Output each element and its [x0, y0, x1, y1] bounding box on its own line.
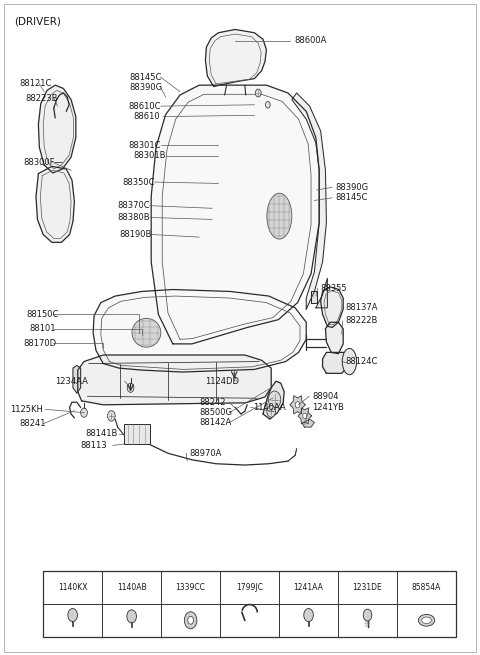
- Text: 88222B: 88222B: [346, 316, 378, 326]
- Bar: [124, 424, 150, 444]
- Text: 85854A: 85854A: [412, 583, 441, 592]
- Circle shape: [127, 383, 134, 392]
- Polygon shape: [302, 419, 314, 427]
- Text: 88600A: 88600A: [294, 36, 326, 45]
- Text: 1140AA: 1140AA: [253, 403, 286, 412]
- Circle shape: [108, 411, 115, 421]
- Ellipse shape: [267, 193, 292, 239]
- Circle shape: [363, 609, 372, 621]
- Polygon shape: [38, 85, 76, 173]
- Text: 1231DE: 1231DE: [353, 583, 383, 592]
- Text: 1140KX: 1140KX: [58, 583, 87, 592]
- Text: 88137A: 88137A: [346, 303, 378, 312]
- Polygon shape: [323, 352, 348, 373]
- Polygon shape: [151, 85, 319, 344]
- Text: 88380B: 88380B: [118, 213, 150, 222]
- Polygon shape: [205, 29, 266, 86]
- Circle shape: [268, 391, 281, 408]
- Circle shape: [255, 89, 261, 97]
- Polygon shape: [321, 287, 343, 328]
- Text: 88355: 88355: [321, 284, 347, 293]
- Text: 88141B: 88141B: [85, 429, 118, 438]
- Text: 88301C: 88301C: [129, 141, 161, 150]
- Text: 88301B: 88301B: [133, 151, 166, 160]
- Text: 88904: 88904: [312, 392, 338, 401]
- Circle shape: [81, 408, 87, 417]
- Text: 1241YB: 1241YB: [312, 403, 344, 412]
- Polygon shape: [93, 290, 306, 372]
- Circle shape: [295, 402, 300, 408]
- Text: 88300F—: 88300F—: [23, 158, 63, 167]
- Text: 88150C: 88150C: [26, 310, 59, 319]
- Ellipse shape: [342, 348, 357, 375]
- Polygon shape: [311, 291, 317, 303]
- Text: 88390G: 88390G: [130, 83, 163, 92]
- Text: (DRIVER): (DRIVER): [14, 16, 61, 26]
- Polygon shape: [73, 365, 81, 393]
- Text: 88500G: 88500G: [199, 408, 232, 417]
- Circle shape: [304, 608, 313, 622]
- Text: 88610: 88610: [133, 112, 160, 121]
- Text: 88390G: 88390G: [335, 183, 368, 192]
- Polygon shape: [78, 355, 271, 405]
- Polygon shape: [36, 166, 74, 242]
- Circle shape: [303, 413, 307, 419]
- Polygon shape: [316, 278, 327, 308]
- Circle shape: [267, 405, 276, 417]
- Text: 88124C: 88124C: [346, 357, 378, 366]
- Polygon shape: [325, 322, 343, 354]
- Text: 1124DD: 1124DD: [205, 377, 240, 386]
- Polygon shape: [263, 381, 284, 419]
- Text: 88350C: 88350C: [122, 178, 155, 187]
- Polygon shape: [292, 93, 326, 309]
- Text: 1234AA: 1234AA: [55, 377, 88, 386]
- Text: 88101: 88101: [30, 324, 56, 333]
- Text: 88242: 88242: [199, 398, 226, 407]
- Text: 88170D: 88170D: [23, 339, 56, 348]
- Text: 88113: 88113: [81, 441, 107, 450]
- Text: 1339CC: 1339CC: [176, 583, 205, 592]
- Circle shape: [265, 102, 270, 108]
- Bar: [43, 571, 456, 637]
- Text: 1799JC: 1799JC: [236, 583, 263, 592]
- Circle shape: [188, 616, 193, 624]
- Text: 88610C: 88610C: [129, 102, 161, 111]
- Ellipse shape: [419, 614, 435, 626]
- Ellipse shape: [422, 617, 432, 624]
- Polygon shape: [290, 396, 305, 414]
- Circle shape: [184, 612, 197, 629]
- Text: 88145C: 88145C: [335, 193, 367, 202]
- Text: 1241AA: 1241AA: [294, 583, 324, 592]
- Text: 88190B: 88190B: [119, 230, 151, 239]
- Text: 1125KH: 1125KH: [11, 405, 43, 414]
- Text: 88121C: 88121C: [19, 79, 51, 88]
- Circle shape: [68, 608, 77, 622]
- Text: 1140AB: 1140AB: [117, 583, 146, 592]
- Text: 88145C: 88145C: [130, 73, 162, 82]
- Text: 88370C: 88370C: [118, 201, 150, 210]
- Text: 88241: 88241: [19, 419, 46, 428]
- Text: 88970A: 88970A: [190, 449, 222, 458]
- Ellipse shape: [132, 318, 161, 347]
- Text: 88223B: 88223B: [25, 94, 58, 103]
- Polygon shape: [298, 408, 312, 424]
- Circle shape: [127, 610, 136, 623]
- Text: 88142A: 88142A: [199, 418, 231, 427]
